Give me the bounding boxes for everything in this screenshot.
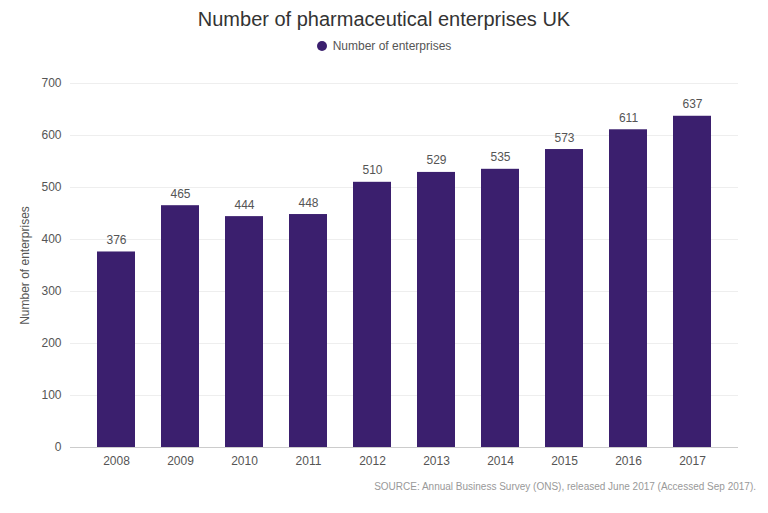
svg-text:529: 529 <box>426 153 446 167</box>
svg-text:465: 465 <box>170 187 190 201</box>
svg-text:637: 637 <box>682 97 702 111</box>
svg-text:2012: 2012 <box>359 454 386 468</box>
svg-text:200: 200 <box>41 336 61 350</box>
svg-text:300: 300 <box>41 284 61 298</box>
svg-text:2013: 2013 <box>423 454 450 468</box>
svg-text:2010: 2010 <box>231 454 258 468</box>
svg-text:600: 600 <box>41 128 61 142</box>
svg-text:376: 376 <box>106 233 126 247</box>
svg-text:611: 611 <box>619 111 638 125</box>
svg-text:448: 448 <box>298 196 318 210</box>
svg-text:2014: 2014 <box>487 454 514 468</box>
svg-text:0: 0 <box>55 440 62 454</box>
svg-text:2016: 2016 <box>615 454 642 468</box>
svg-text:Number of enterprises: Number of enterprises <box>18 206 32 325</box>
svg-text:2011: 2011 <box>296 454 322 468</box>
html-text:Number of pharmaceutical enter: Number of pharmaceutical enterprises UK <box>197 8 571 30</box>
svg-text:510: 510 <box>362 163 382 177</box>
svg-text:573: 573 <box>554 131 574 145</box>
svg-text:500: 500 <box>41 180 61 194</box>
html-text:SOURCE: Annual Business Survey: SOURCE: Annual Business Survey (ONS), re… <box>374 481 756 492</box>
svg-text:535: 535 <box>490 150 510 164</box>
svg-text:2009: 2009 <box>167 454 194 468</box>
svg-text:2017: 2017 <box>679 454 706 468</box>
html-text:Number of enterprises: Number of enterprises <box>332 39 452 53</box>
svg-text:2008: 2008 <box>103 454 130 468</box>
svg-text:444: 444 <box>234 198 254 212</box>
svg-text:700: 700 <box>41 76 61 90</box>
svg-text:400: 400 <box>41 232 61 246</box>
svg-text:2015: 2015 <box>551 454 578 468</box>
svg-text:100: 100 <box>41 388 61 402</box>
